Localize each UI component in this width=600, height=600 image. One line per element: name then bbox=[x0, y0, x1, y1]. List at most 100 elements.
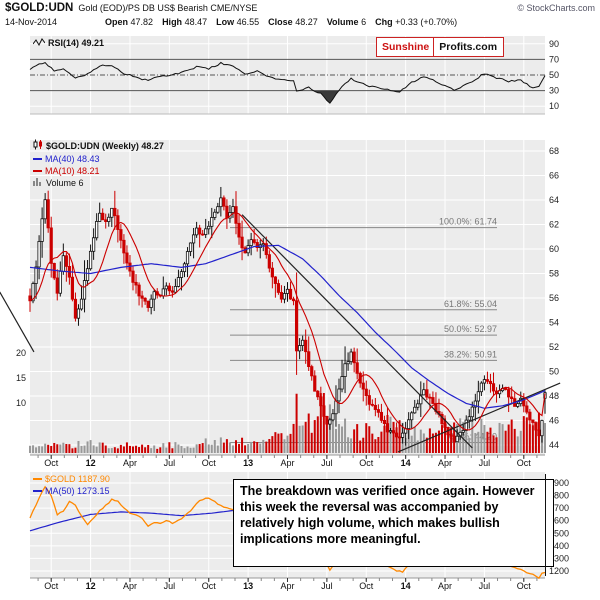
volume-bars-icon bbox=[33, 177, 43, 189]
svg-text:60: 60 bbox=[549, 244, 559, 254]
svg-text:1200: 1200 bbox=[549, 566, 569, 576]
svg-text:61.8%: 55.04: 61.8%: 55.04 bbox=[444, 299, 497, 309]
svg-text:1800: 1800 bbox=[549, 491, 569, 501]
chart-header: $GOLD:UDN Gold (EOD)/PS DB US$ Bearish CM… bbox=[5, 2, 595, 27]
svg-text:90: 90 bbox=[549, 39, 559, 49]
svg-text:66: 66 bbox=[549, 171, 559, 181]
svg-text:30: 30 bbox=[549, 86, 559, 96]
quote-open: Open 47.82 bbox=[105, 17, 154, 27]
svg-text:50.0%: 52.97: 50.0%: 52.97 bbox=[444, 324, 497, 334]
svg-text:100.0%: 61.74: 100.0%: 61.74 bbox=[439, 217, 497, 227]
svg-text:62: 62 bbox=[549, 220, 559, 230]
quote-low: Low 46.55 bbox=[216, 17, 260, 27]
svg-text:Oct: Oct bbox=[517, 458, 532, 468]
svg-text:Jul: Jul bbox=[164, 581, 176, 591]
title-row: $GOLD:UDN Gold (EOD)/PS DB US$ Bearish CM… bbox=[5, 2, 595, 14]
gold-legend-label: $GOLD 1187.90 bbox=[45, 474, 110, 484]
ma40-legend-row: MA(40) 48.43 bbox=[33, 153, 164, 165]
svg-text:Jul: Jul bbox=[479, 581, 491, 591]
rsi-legend-label: RSI(14) 49.21 bbox=[48, 38, 105, 48]
volume-legend-label: Volume 6 bbox=[46, 178, 84, 188]
quote-close: Close 48.27 bbox=[268, 17, 318, 27]
svg-text:Apr: Apr bbox=[123, 458, 137, 468]
svg-text:Apr: Apr bbox=[123, 581, 137, 591]
svg-text:14: 14 bbox=[401, 581, 411, 591]
symbol-title: $GOLD:UDN bbox=[5, 2, 74, 14]
ma40-swatch bbox=[33, 158, 42, 160]
svg-text:56: 56 bbox=[549, 293, 559, 303]
quote-volume: Volume 6 bbox=[326, 17, 367, 27]
svg-text:Apr: Apr bbox=[280, 581, 294, 591]
svg-text:Oct: Oct bbox=[517, 581, 532, 591]
ma50-swatch bbox=[33, 490, 42, 492]
svg-text:Jul: Jul bbox=[164, 458, 176, 468]
svg-text:Oct: Oct bbox=[359, 458, 374, 468]
ma50-legend-label: MA(50) 1273.15 bbox=[45, 486, 110, 496]
svg-text:Oct: Oct bbox=[202, 581, 217, 591]
svg-text:10: 10 bbox=[16, 398, 26, 408]
svg-text:14: 14 bbox=[401, 458, 411, 468]
quote-date: 14-Nov-2014 bbox=[5, 17, 58, 27]
vertical-line-annotation bbox=[545, 474, 546, 576]
svg-text:70: 70 bbox=[549, 54, 559, 64]
svg-text:44: 44 bbox=[549, 440, 559, 450]
svg-text:13: 13 bbox=[243, 581, 253, 591]
svg-text:12: 12 bbox=[86, 458, 96, 468]
svg-text:68: 68 bbox=[549, 146, 559, 156]
svg-text:58: 58 bbox=[549, 269, 559, 279]
svg-text:1600: 1600 bbox=[549, 516, 569, 526]
ma40-legend-label: MA(40) 48.43 bbox=[45, 154, 100, 164]
svg-text:38.2%: 50.91: 38.2%: 50.91 bbox=[444, 349, 497, 359]
svg-text:Jul: Jul bbox=[321, 581, 333, 591]
symbol-description: Gold (EOD)/PS DB US$ Bearish CME/NYSE bbox=[78, 3, 258, 13]
ma10-legend-row: MA(10) 48.21 bbox=[33, 165, 164, 177]
rsi-line-icon bbox=[32, 37, 46, 49]
svg-text:46: 46 bbox=[549, 416, 559, 426]
quote-row: 14-Nov-2014 Open 47.82 High 48.47 Low 46… bbox=[5, 17, 595, 27]
svg-text:1700: 1700 bbox=[549, 503, 569, 513]
svg-text:1900: 1900 bbox=[549, 478, 569, 488]
ma10-legend-label: MA(10) 48.21 bbox=[45, 166, 100, 176]
svg-text:1300: 1300 bbox=[549, 553, 569, 563]
ma10-swatch bbox=[33, 170, 42, 172]
svg-text:Apr: Apr bbox=[280, 458, 294, 468]
volume-legend-row: Volume 6 bbox=[33, 177, 164, 189]
svg-text:64: 64 bbox=[549, 195, 559, 205]
gold-swatch bbox=[33, 478, 42, 480]
candlestick-icon bbox=[33, 139, 43, 153]
symbol-legend-label: $GOLD:UDN (Weekly) 48.27 bbox=[46, 141, 164, 151]
gold-legend-row: $GOLD 1187.90 bbox=[33, 473, 110, 485]
annotation-note: The breakdown was verified once again. H… bbox=[233, 479, 554, 567]
gold-panel-legend: $GOLD 1187.90 MA(50) 1273.15 bbox=[33, 473, 110, 497]
svg-text:12: 12 bbox=[86, 581, 96, 591]
svg-text:10: 10 bbox=[549, 101, 559, 111]
svg-text:Oct: Oct bbox=[44, 458, 59, 468]
sunshine-profits-logo: Sunshine Profits.com bbox=[376, 37, 505, 57]
svg-text:Oct: Oct bbox=[359, 581, 374, 591]
svg-text:54: 54 bbox=[549, 318, 559, 328]
svg-text:52: 52 bbox=[549, 342, 559, 352]
svg-text:1400: 1400 bbox=[549, 541, 569, 551]
svg-text:Apr: Apr bbox=[438, 458, 452, 468]
svg-text:15: 15 bbox=[16, 373, 26, 383]
copyright: © StockCharts.com bbox=[517, 3, 595, 13]
svg-text:50: 50 bbox=[549, 70, 559, 80]
svg-text:20: 20 bbox=[16, 348, 26, 358]
ma50-legend-row: MA(50) 1273.15 bbox=[33, 485, 110, 497]
main-chart-legend: $GOLD:UDN (Weekly) 48.27 MA(40) 48.43 MA… bbox=[33, 139, 164, 189]
quote-high: High 48.47 bbox=[162, 17, 208, 27]
svg-text:50: 50 bbox=[549, 367, 559, 377]
rsi-legend: RSI(14) 49.21 bbox=[32, 37, 105, 49]
svg-text:1500: 1500 bbox=[549, 528, 569, 538]
svg-text:Oct: Oct bbox=[202, 458, 217, 468]
svg-text:Jul: Jul bbox=[479, 458, 491, 468]
logo-sunshine: Sunshine bbox=[382, 41, 430, 53]
svg-text:13: 13 bbox=[243, 458, 253, 468]
svg-text:Apr: Apr bbox=[438, 581, 452, 591]
symbol-legend-row: $GOLD:UDN (Weekly) 48.27 bbox=[33, 139, 164, 153]
quote-change: Chg +0.33 (+0.70%) bbox=[375, 17, 458, 27]
svg-text:Jul: Jul bbox=[321, 458, 333, 468]
svg-text:48: 48 bbox=[549, 391, 559, 401]
logo-profits: Profits.com bbox=[433, 38, 503, 56]
